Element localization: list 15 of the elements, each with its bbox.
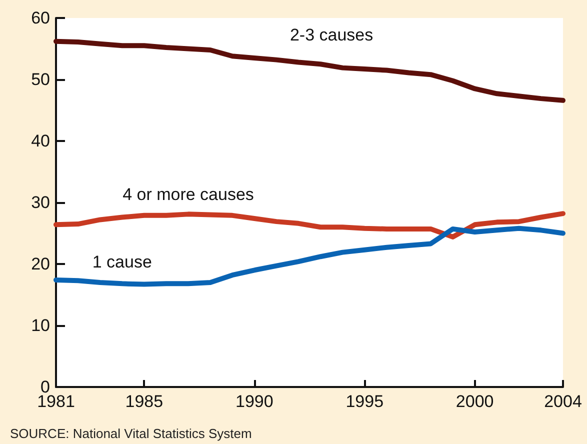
y-tick-label: 50 [31,70,50,89]
y-tick-label: 40 [31,132,50,150]
x-tick-label: 2004 [544,392,582,411]
series-label: 1 cause [92,252,152,272]
x-tick-label: 1995 [346,392,384,411]
y-tick-label: 60 [31,8,50,28]
x-tick-label: 2000 [456,392,494,411]
source-note: SOURCE: National Vital Statistics System [10,426,252,441]
y-tick-label: 20 [31,254,50,274]
series-label: 2-3 causes [290,26,374,45]
series-label: 4 or more causes [122,185,254,204]
x-tick-label: 1990 [235,392,274,411]
y-tick-label: 30 [31,193,50,212]
x-tick-label: 1985 [125,392,164,411]
y-tick-label: 10 [31,316,50,335]
